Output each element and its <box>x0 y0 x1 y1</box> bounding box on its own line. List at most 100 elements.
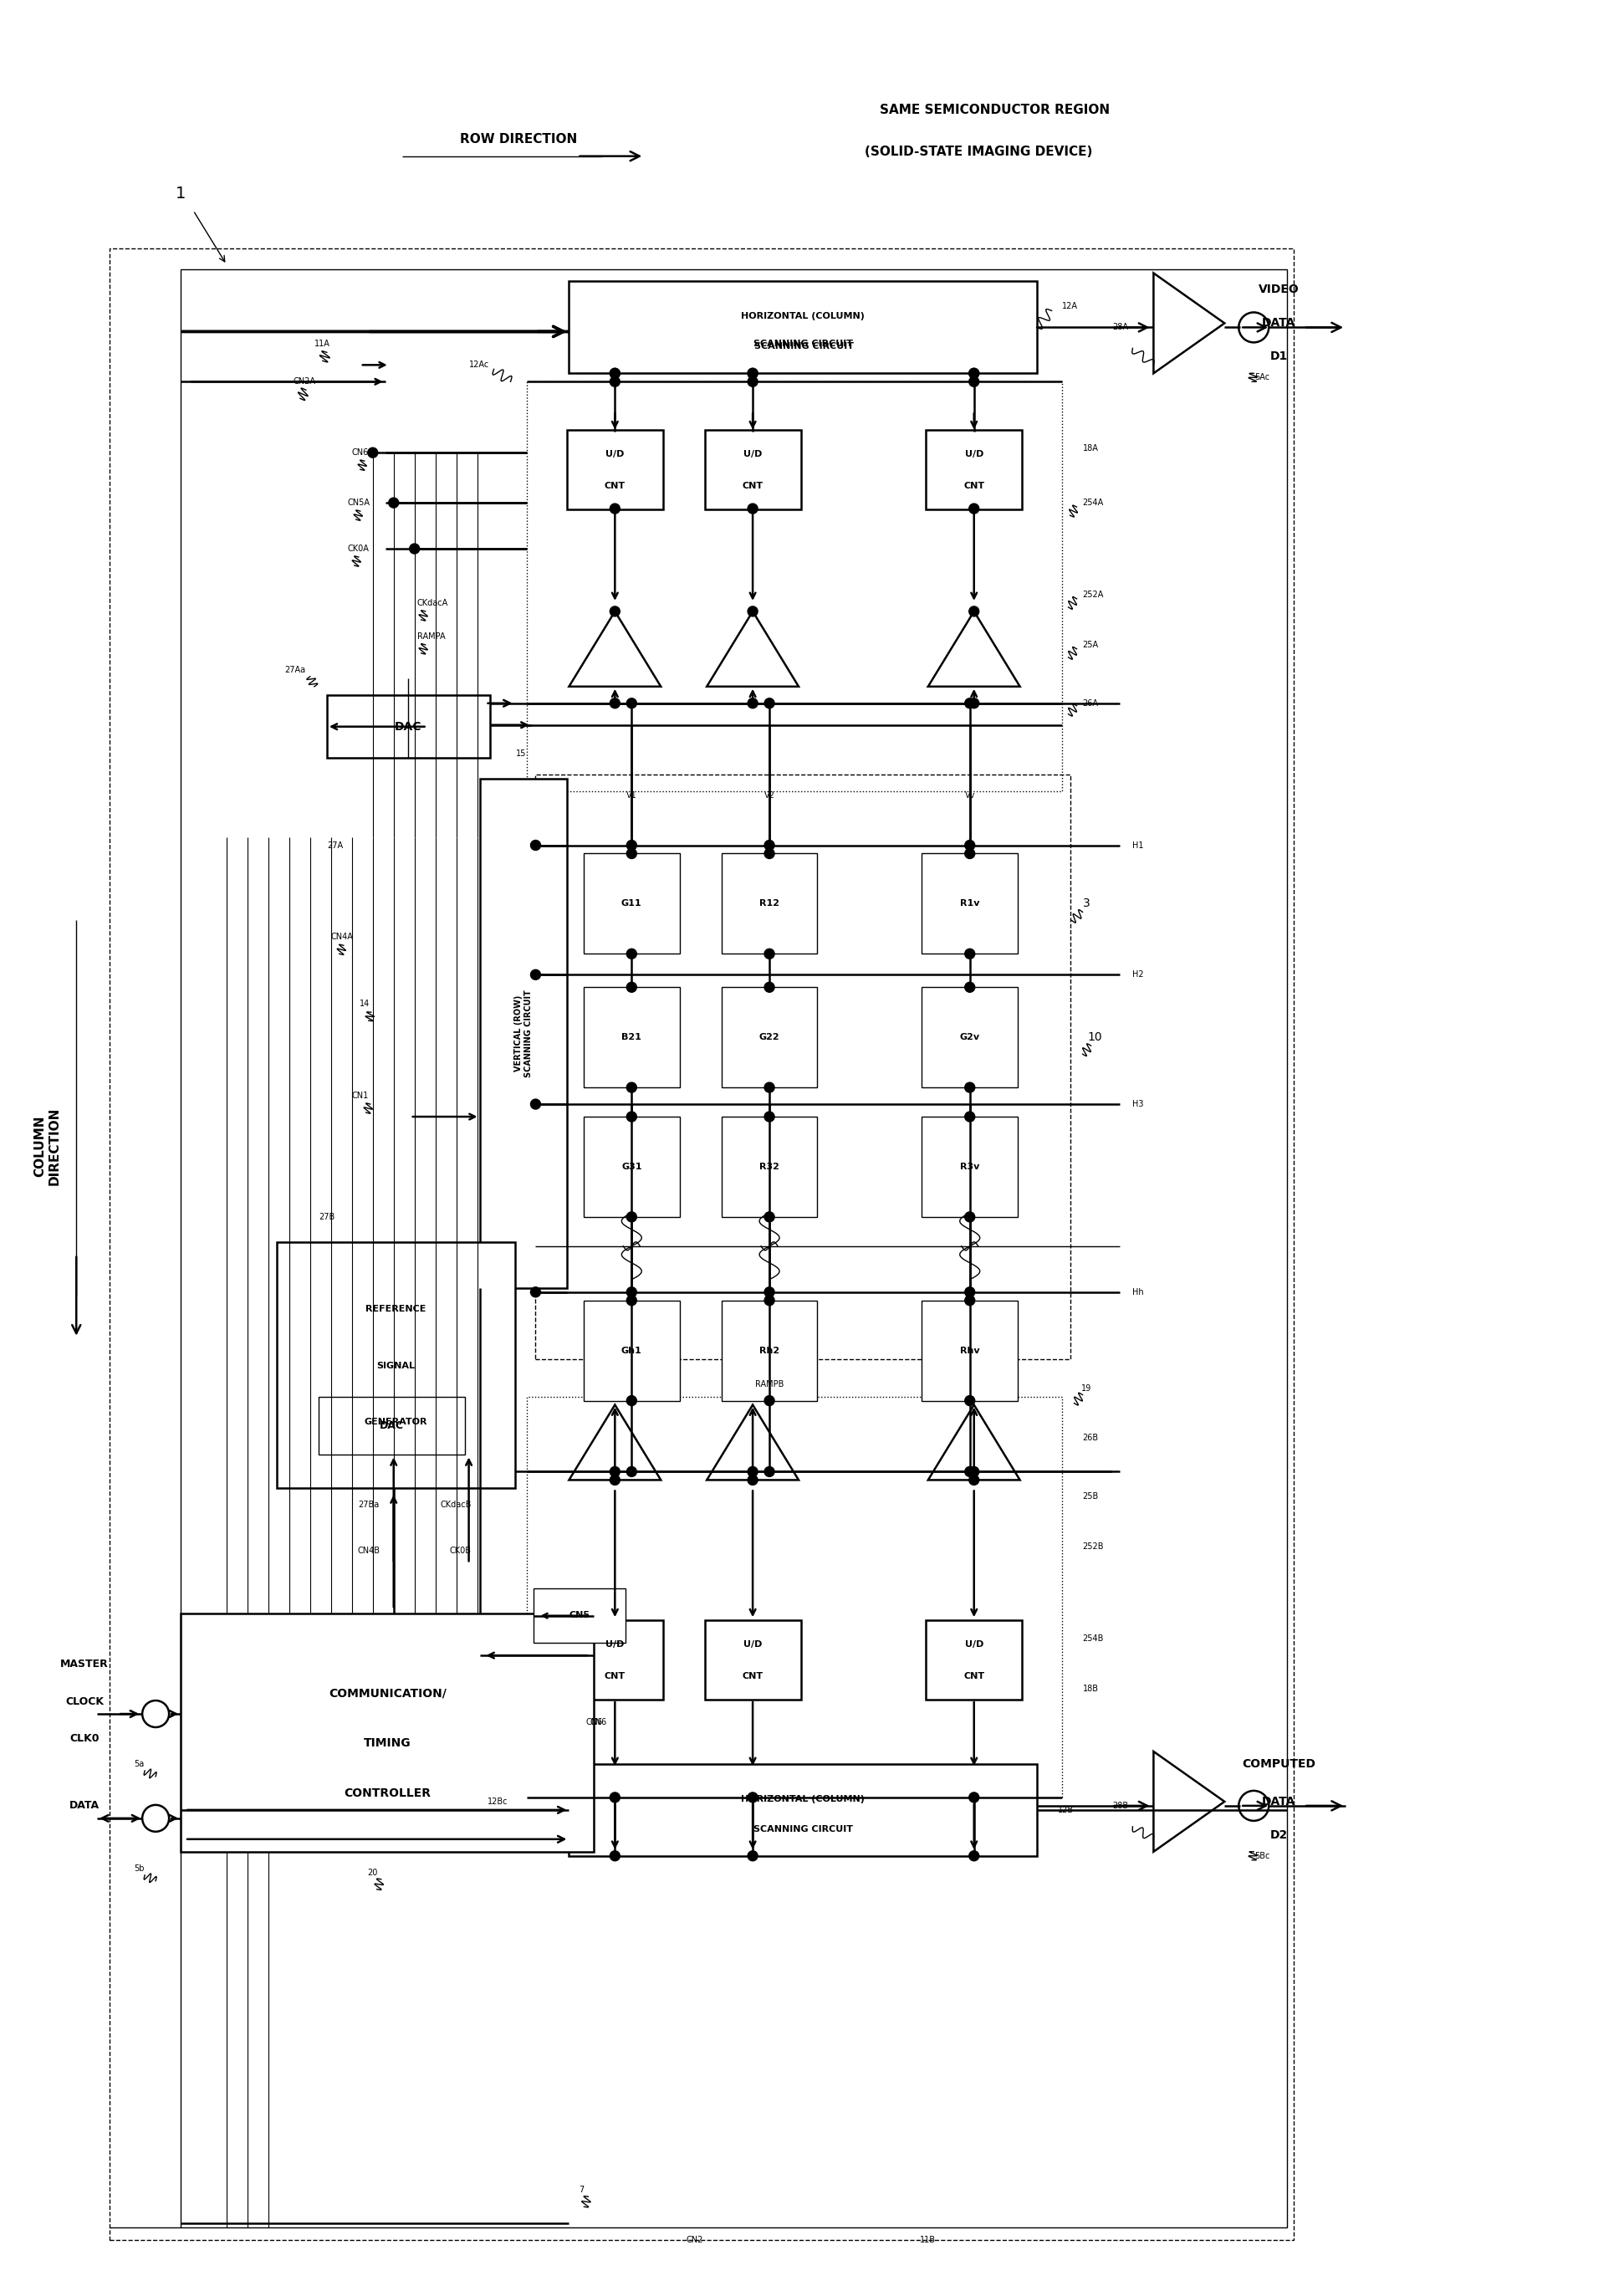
Circle shape <box>765 1466 775 1478</box>
Text: 28B: 28B <box>1112 1801 1129 1810</box>
Text: 1: 1 <box>175 186 185 202</box>
Bar <box>705 1620 801 1700</box>
Text: MASTER: MASTER <box>60 1659 109 1670</box>
Text: DAC: DAC <box>395 722 422 733</box>
Text: 19: 19 <box>1082 1384 1091 1393</box>
Circle shape <box>611 376 620 387</box>
Text: 28A: 28A <box>1112 323 1129 332</box>
Text: CN5A: CN5A <box>348 499 370 506</box>
Circle shape <box>531 841 541 850</box>
Circle shape <box>765 1111 775 1123</box>
Circle shape <box>611 699 620 708</box>
Bar <box>922 987 1018 1088</box>
Circle shape <box>531 1288 541 1297</box>
Bar <box>583 1116 679 1217</box>
Circle shape <box>409 543 419 554</box>
Circle shape <box>611 369 620 378</box>
Bar <box>276 1242 515 1489</box>
Text: 11B: 11B <box>921 2236 935 2245</box>
Circle shape <box>965 1395 974 1407</box>
Text: CNT: CNT <box>742 481 763 490</box>
Text: 27Aa: 27Aa <box>284 667 305 674</box>
Text: CNT: CNT <box>742 1672 763 1682</box>
Text: U/D: U/D <box>606 1640 624 1650</box>
Circle shape <box>627 1395 637 1407</box>
Circle shape <box>531 969 541 981</box>
Circle shape <box>970 1475 979 1485</box>
Circle shape <box>531 1100 541 1109</box>
Text: RAMPB: RAMPB <box>755 1379 784 1388</box>
Circle shape <box>747 504 758 513</box>
Text: U/D: U/D <box>744 1640 762 1650</box>
Text: 18B: 18B <box>1083 1684 1098 1693</box>
Bar <box>568 282 1036 373</box>
Text: DATA: DATA <box>1262 318 1296 330</box>
Bar <box>922 1116 1018 1217</box>
Text: B21: B21 <box>622 1033 641 1042</box>
Bar <box>567 431 663 509</box>
Circle shape <box>965 699 974 708</box>
Text: RAMPA: RAMPA <box>417 632 445 641</box>
Circle shape <box>388 497 398 509</box>
Text: 14: 14 <box>359 999 370 1008</box>
Bar <box>583 1301 679 1400</box>
Text: Vv: Vv <box>965 790 974 800</box>
Text: Hh: Hh <box>1132 1288 1143 1297</box>
Circle shape <box>611 1792 620 1803</box>
Text: U/D: U/D <box>965 449 984 458</box>
Text: 12B: 12B <box>1057 1805 1073 1814</box>
Circle shape <box>765 841 775 850</box>
Circle shape <box>970 376 979 387</box>
Text: 27B: 27B <box>318 1212 335 1221</box>
Text: TIMING: TIMING <box>364 1737 411 1748</box>
Text: U/D: U/D <box>606 449 624 458</box>
Bar <box>583 987 679 1088</box>
Text: CK0B: CK0B <box>450 1546 471 1556</box>
Circle shape <box>970 1792 979 1803</box>
Circle shape <box>965 983 974 992</box>
Circle shape <box>765 1081 775 1093</box>
Circle shape <box>970 699 979 708</box>
Bar <box>318 1398 464 1455</box>
Bar <box>110 247 1294 2241</box>
Text: V1: V1 <box>627 790 637 800</box>
Text: R32: R32 <box>760 1162 780 1171</box>
Text: 25B: 25B <box>1083 1491 1099 1501</box>
Bar <box>922 855 1018 953</box>
Text: SCANNING CIRCUIT: SCANNING CIRCUIT <box>754 339 853 348</box>
Circle shape <box>747 607 758 616</box>
Circle shape <box>627 983 637 992</box>
Circle shape <box>611 1851 620 1860</box>
Text: 27Ba: 27Ba <box>357 1501 378 1510</box>
Bar <box>705 431 801 509</box>
Text: CN6: CN6 <box>590 1718 607 1727</box>
Circle shape <box>965 1212 974 1221</box>
Circle shape <box>627 699 637 708</box>
Text: 12Bc: 12Bc <box>487 1798 508 1805</box>
Circle shape <box>747 369 758 378</box>
Text: CNT: CNT <box>963 481 984 490</box>
Text: CLK0: CLK0 <box>70 1734 99 1743</box>
Text: H1: H1 <box>1132 841 1143 850</box>
Circle shape <box>747 1851 758 1860</box>
Circle shape <box>765 983 775 992</box>
Text: 5Ac: 5Ac <box>1254 373 1270 383</box>
Text: HORIZONTAL (COLUMN): HORIZONTAL (COLUMN) <box>741 312 864 321</box>
Text: 254B: 254B <box>1083 1633 1104 1643</box>
Circle shape <box>765 1212 775 1221</box>
Text: H3: H3 <box>1132 1100 1143 1109</box>
Text: CKdacB: CKdacB <box>440 1501 473 1510</box>
Text: CN4A: CN4A <box>331 932 354 942</box>
Text: R3v: R3v <box>960 1162 979 1171</box>
Text: CNT: CNT <box>963 1672 984 1682</box>
Circle shape <box>765 848 775 859</box>
Text: 252B: 252B <box>1083 1542 1104 1551</box>
Text: 5a: 5a <box>133 1759 145 1769</box>
Bar <box>326 694 490 758</box>
Text: CONTROLLER: CONTROLLER <box>344 1787 430 1798</box>
Text: 11A: 11A <box>315 339 330 348</box>
Text: CN4B: CN4B <box>357 1546 380 1556</box>
Bar <box>926 1620 1021 1700</box>
Text: GENERATOR: GENERATOR <box>364 1418 427 1425</box>
Bar <box>528 1398 1062 1798</box>
